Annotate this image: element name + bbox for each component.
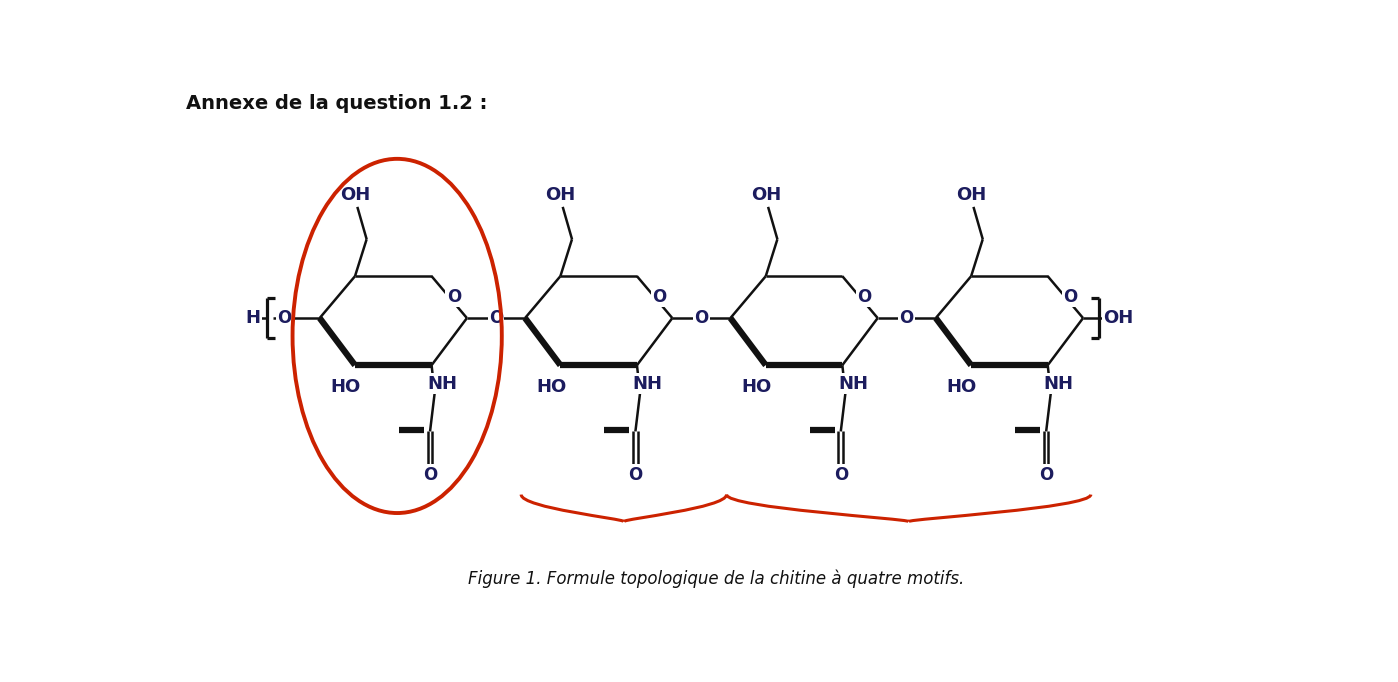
Text: OH: OH [956,186,986,203]
Text: O: O [899,309,914,327]
Text: OH: OH [340,186,370,203]
Text: HO: HO [741,378,772,396]
Text: O: O [489,309,503,327]
Text: O: O [1062,288,1076,306]
Text: O: O [1039,466,1053,484]
Text: O: O [857,288,872,306]
Text: O: O [277,309,291,327]
Text: O: O [695,309,709,327]
Text: OH: OH [545,186,576,203]
Text: OH: OH [1103,309,1134,327]
Text: NH: NH [633,374,663,393]
Text: H: H [246,309,260,327]
Text: NH: NH [1043,374,1074,393]
Text: O: O [628,466,643,484]
Text: NH: NH [428,374,457,393]
Text: HO: HO [946,378,977,396]
Text: Figure 1. Formule topologique de la chitine à quatre motifs.: Figure 1. Formule topologique de la chit… [468,569,965,588]
Text: HO: HO [535,378,566,396]
Text: O: O [651,288,667,306]
Text: OH: OH [751,186,781,203]
Text: Annexe de la question 1.2 :: Annexe de la question 1.2 : [186,94,488,113]
Text: O: O [833,466,849,484]
Text: NH: NH [839,374,868,393]
Text: O: O [424,466,438,484]
Text: O: O [447,288,461,306]
Text: HO: HO [330,378,361,396]
